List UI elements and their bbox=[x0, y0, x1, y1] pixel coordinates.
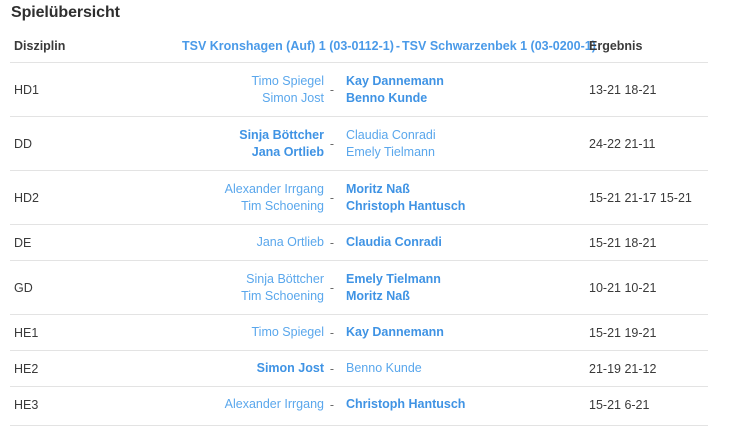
cell-result: 13-21 18-21 bbox=[585, 62, 708, 117]
team-separator: - bbox=[395, 39, 401, 53]
cell-discipline: HD1 bbox=[10, 62, 180, 117]
cell-discipline: HE3 bbox=[10, 386, 180, 422]
table-row: HE1 Timo Spiegel - Kay Dannemann 15-21 19-21 bbox=[10, 314, 708, 351]
cell-discipline: DD bbox=[10, 116, 180, 171]
player-link[interactable]: Simon Jost bbox=[262, 90, 324, 105]
cell-away-players: Claudia Conradi Emely Tielmann bbox=[340, 116, 585, 171]
cell-home-players: Alexander Irrgang bbox=[180, 386, 324, 422]
column-header-teams: TSV Kronshagen (Auf) 1 (03-0112-1) - TSV S… bbox=[180, 33, 596, 63]
player-link[interactable]: Tim Schoening bbox=[241, 198, 324, 213]
player-link[interactable]: Claudia Conradi bbox=[346, 127, 436, 142]
player-link[interactable]: Moritz Naß bbox=[346, 288, 410, 303]
player-link[interactable]: Christoph Hantusch bbox=[346, 198, 466, 213]
player-link[interactable]: Kay Dannemann bbox=[346, 73, 444, 88]
cell-away-players: Kay Dannemann bbox=[340, 314, 585, 351]
table-header: Disziplin TSV Kronshagen (Auf) 1 (03-011… bbox=[10, 33, 708, 63]
cell-home-players: Timo Spiegel bbox=[180, 314, 325, 351]
cell-away-players: Benno Kunde bbox=[340, 350, 585, 387]
table-row: DD Sinja Böttcher Jana Ortlieb - Claudia Con… bbox=[10, 116, 708, 171]
table-row: HD1 Timo Spiegel Simon Jost - Kay Dannemann B… bbox=[10, 62, 708, 117]
player-link[interactable]: Alexander Irrgang bbox=[224, 397, 324, 411]
player-link[interactable]: Sinja Böttcher bbox=[239, 127, 324, 142]
table-row: HD2 Alexander Irrgang Tim Schoening - Moritz… bbox=[10, 170, 708, 225]
player-link[interactable]: Benno Kunde bbox=[346, 90, 428, 105]
player-link[interactable]: Alexander Irrgang bbox=[224, 181, 324, 196]
table-body: HD1 Timo Spiegel Simon Jost - Kay Dannemann B… bbox=[10, 62, 708, 422]
cell-discipline: HE2 bbox=[10, 350, 180, 387]
cell-home-players: Jana Ortlieb bbox=[180, 224, 324, 261]
player-link[interactable]: Sinja Böttcher bbox=[246, 271, 324, 286]
player-link[interactable]: Timo Spiegel bbox=[251, 325, 325, 339]
table-bottom-divider bbox=[10, 425, 708, 426]
cell-away-players: Kay Dannemann Benno Kunde bbox=[340, 62, 585, 117]
cell-away-players: Christoph Hantusch bbox=[340, 386, 585, 422]
cell-result: 10-21 10-21 bbox=[585, 260, 708, 315]
cell-home-players: Sinja Böttcher Tim Schoening bbox=[180, 260, 324, 315]
page-title: Spielübersicht bbox=[11, 4, 120, 21]
cell-away-players: Emely Tielmann Moritz Naß bbox=[340, 260, 585, 315]
cell-home-players: Alexander Irrgang Tim Schoening bbox=[180, 170, 324, 225]
cell-result: 15-21 21-17 15-21 bbox=[585, 170, 708, 225]
player-link[interactable]: Moritz Naß bbox=[346, 181, 410, 196]
cell-result: 15-21 6-21 bbox=[585, 386, 708, 422]
cell-home-players: Simon Jost bbox=[180, 350, 324, 387]
cell-separator: - bbox=[324, 62, 340, 117]
column-header-discipline: Disziplin bbox=[14, 39, 66, 53]
cell-result: 24-22 21-11 bbox=[585, 116, 708, 171]
player-link[interactable]: Jana Ortlieb bbox=[256, 235, 324, 249]
player-link[interactable]: Simon Jost bbox=[256, 361, 324, 375]
table-header-row: Disziplin TSV Kronshagen (Auf) 1 (03-011… bbox=[10, 33, 708, 63]
cell-discipline: HD2 bbox=[10, 170, 180, 225]
player-link[interactable]: Kay Dannemann bbox=[346, 325, 444, 339]
away-team-link[interactable]: TSV Schwarzenbek 1 (03-0200-1) bbox=[402, 39, 596, 53]
player-link[interactable]: Tim Schoening bbox=[241, 288, 324, 303]
table-row: DE Jana Ortlieb - Claudia Conradi 15-21 18-2… bbox=[10, 224, 708, 261]
cell-home-players: Sinja Böttcher Jana Ortlieb bbox=[180, 116, 324, 171]
cell-result: 15-21 19-21 bbox=[585, 314, 708, 351]
player-link[interactable]: Benno Kunde bbox=[346, 361, 422, 375]
match-overview-table: Disziplin TSV Kronshagen (Auf) 1 (03-011… bbox=[10, 33, 708, 422]
cell-discipline: DE bbox=[10, 224, 180, 261]
table-row: HE2 Simon Jost - Benno Kunde 21-19 21-12 bbox=[10, 350, 708, 387]
column-header-result: Ergebnis bbox=[589, 39, 643, 53]
cell-result: 21-19 21-12 bbox=[585, 350, 708, 387]
player-link[interactable]: Timo Spiegel bbox=[251, 73, 325, 88]
cell-separator: - bbox=[324, 386, 340, 422]
cell-separator: - bbox=[324, 314, 340, 351]
player-link[interactable]: Emely Tielmann bbox=[346, 271, 441, 286]
player-link[interactable]: Jana Ortlieb bbox=[251, 144, 324, 159]
cell-separator: - bbox=[324, 116, 340, 171]
cell-discipline: GD bbox=[10, 260, 180, 315]
cell-home-players: Timo Spiegel Simon Jost bbox=[180, 62, 325, 117]
cell-away-players: Moritz Naß Christoph Hantusch bbox=[340, 170, 585, 225]
cell-discipline: HE1 bbox=[10, 314, 180, 351]
cell-separator: - bbox=[324, 260, 340, 315]
player-link[interactable]: Emely Tielmann bbox=[346, 144, 435, 159]
table-row: HE3 Alexander Irrgang - Christoph Hantusch 1… bbox=[10, 386, 708, 422]
cell-separator: - bbox=[324, 224, 340, 261]
cell-result: 15-21 18-21 bbox=[585, 224, 708, 261]
player-link[interactable]: Christoph Hantusch bbox=[346, 397, 466, 411]
cell-separator: - bbox=[324, 350, 340, 387]
cell-away-players: Claudia Conradi bbox=[340, 224, 585, 261]
player-link[interactable]: Claudia Conradi bbox=[346, 235, 442, 249]
cell-separator: - bbox=[324, 170, 340, 225]
home-team-link[interactable]: TSV Kronshagen (Auf) 1 (03-0112-1) bbox=[182, 39, 394, 53]
table-row: GD Sinja Böttcher Tim Schoening - Emely Tiel… bbox=[10, 260, 708, 315]
